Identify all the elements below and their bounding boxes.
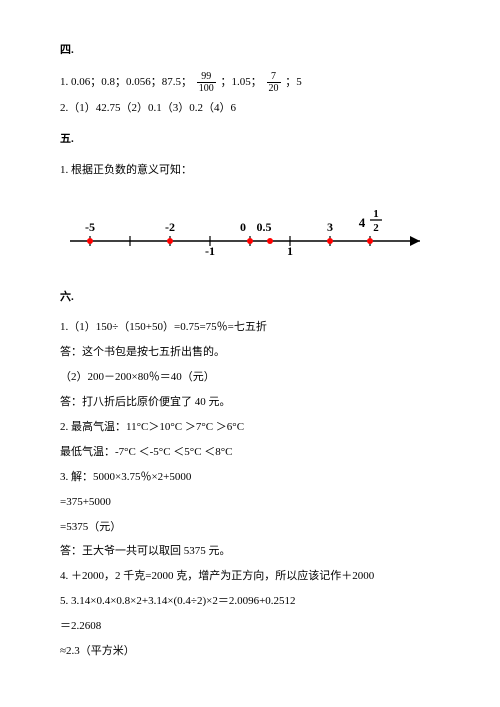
svg-text:1: 1 bbox=[373, 208, 379, 220]
fraction-99-100: 99 100 bbox=[197, 71, 216, 94]
s4-l1-part-c: ；5 bbox=[285, 76, 302, 88]
s4-l1-part-b: ；1.05； bbox=[221, 76, 262, 88]
svg-text:2: 2 bbox=[373, 222, 379, 234]
section-6-line: （2）200－200×80％＝40（元） bbox=[60, 367, 440, 388]
frac-num: 99 bbox=[197, 71, 216, 83]
section-4-line-1: 1. 0.06；0.8；0.056；87.5； 99 100 ；1.05； 7 … bbox=[60, 71, 440, 94]
section-6-line: 3. 解：5000×3.75％×2+5000 bbox=[60, 467, 440, 488]
section-6-line: 2. 最高气温：11°C＞10°C ＞7°C ＞6°C bbox=[60, 417, 440, 438]
section-5-header: 五. bbox=[60, 129, 440, 150]
number-line-svg: -5-2-100.513412 bbox=[60, 199, 430, 269]
section-6-line: 1.（1）150÷（150+50）=0.75=75％=七五折 bbox=[60, 317, 440, 338]
section-4-header: 四. bbox=[60, 40, 440, 61]
section-5-line-1: 1. 根据正负数的意义可知： bbox=[60, 160, 440, 181]
section-6-line: 最低气温：-7°C ＜-5°C ＜5°C ＜8°C bbox=[60, 442, 440, 463]
section-6-line: =375+5000 bbox=[60, 492, 440, 513]
section-6-body: 1.（1）150÷（150+50）=0.75=75％=七五折答：这个书包是按七五… bbox=[60, 317, 440, 661]
s4-l1-part-a: 1. 0.06；0.8；0.056；87.5； bbox=[60, 76, 192, 88]
section-6-line: 答：打八折后比原价便宜了 40 元。 bbox=[60, 392, 440, 413]
frac-den: 100 bbox=[197, 83, 216, 94]
svg-text:-2: -2 bbox=[165, 220, 175, 234]
section-6-line: 答：王大爷一共可以取回 5375 元。 bbox=[60, 541, 440, 562]
number-line-diagram: -5-2-100.513412 bbox=[60, 199, 440, 269]
fraction-7-20: 7 20 bbox=[267, 71, 281, 94]
frac-num: 7 bbox=[267, 71, 281, 83]
section-6-line: =5375（元） bbox=[60, 517, 440, 538]
page-root: 四. 1. 0.06；0.8；0.056；87.5； 99 100 ；1.05；… bbox=[0, 0, 500, 696]
svg-text:4: 4 bbox=[359, 215, 366, 230]
svg-text:3: 3 bbox=[327, 220, 333, 234]
svg-text:1: 1 bbox=[287, 244, 293, 258]
section-6-line: ＝2.2608 bbox=[60, 616, 440, 637]
section-6-line: 5. 3.14×0.4×0.8×2+3.14×(0.4÷2)×2＝2.0096+… bbox=[60, 591, 440, 612]
frac-den: 20 bbox=[267, 83, 281, 94]
section-6-line: 4. ＋2000，2 千克=2000 克，增产为正方向，所以应该记作＋2000 bbox=[60, 566, 440, 587]
section-6-line: 答：这个书包是按七五折出售的。 bbox=[60, 342, 440, 363]
svg-text:-1: -1 bbox=[205, 244, 215, 258]
svg-text:0.5: 0.5 bbox=[257, 220, 272, 234]
svg-text:-5: -5 bbox=[85, 220, 95, 234]
section-6-header: 六. bbox=[60, 287, 440, 308]
section-6-line: ≈2.3（平方米） bbox=[60, 641, 440, 662]
section-4-line-2: 2.（1）42.75（2）0.1（3）0.2（4）6 bbox=[60, 98, 440, 119]
svg-text:0: 0 bbox=[240, 220, 246, 234]
